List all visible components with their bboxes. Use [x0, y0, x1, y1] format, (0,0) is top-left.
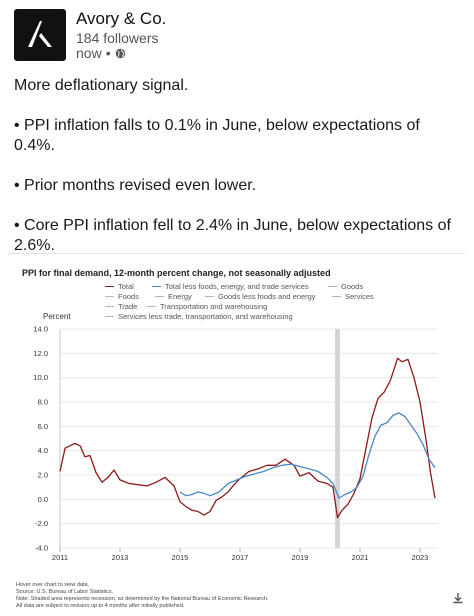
y-tick-label: 8.0: [38, 398, 48, 407]
series: [59, 357, 436, 519]
y-ticks: 14.0 12.0 10.0 8.0 6.0 4.0 2.0 0.0 -2.0 -4.0: [33, 325, 48, 553]
series-line: [59, 357, 436, 519]
legend-label: Goods: [341, 282, 364, 291]
recession-band: [335, 329, 340, 548]
legend-swatch: [328, 285, 337, 288]
logo-mark-icon: [28, 21, 52, 47]
legend-label: Transportation and warehousing: [160, 302, 268, 311]
post-header: Avory & Co. 184 followers now •: [0, 0, 474, 70]
legend-swatch: [105, 285, 114, 288]
meta-separator: •: [105, 45, 111, 61]
post-meta: now •: [76, 45, 126, 61]
ppi-line-chart[interactable]: 14.0 12.0 10.0 8.0 6.0 4.0 2.0 0.0 -2.0 -4.0 2011…: [8, 254, 466, 579]
x-ticks: 2011 2013 2015 2017 2019 2021 2023: [52, 548, 428, 562]
legend-item[interactable]: Services: [332, 292, 374, 301]
y-tick-label: -2.0: [35, 519, 48, 528]
y-tick-label: 6.0: [38, 422, 48, 431]
grid: [59, 328, 438, 549]
recession-shading: [335, 329, 340, 548]
legend-swatch: [205, 295, 214, 298]
x-tick-label: 2013: [112, 553, 129, 562]
x-tick-label: 2015: [172, 553, 189, 562]
legend-swatch: [105, 295, 114, 298]
y-tick-label: -4.0: [35, 544, 48, 553]
legend-label: Goods less foods and energy: [218, 292, 316, 301]
x-tick-label: 2019: [292, 553, 309, 562]
legend-swatch: [152, 285, 161, 288]
legend-item[interactable]: Goods less foods and energy: [205, 292, 316, 301]
legend-item[interactable]: Transportation and warehousing: [147, 302, 267, 311]
legend-label: Services less trade, transportation, and…: [118, 312, 293, 321]
footer-line: Note: Shaded area represents recession, …: [16, 596, 269, 602]
follower-count: 184 followers: [76, 30, 159, 46]
legend-swatch: [155, 295, 164, 298]
legend-label: Total less foods, energy, and trade serv…: [165, 282, 309, 291]
legend-item[interactable]: Trade: [105, 302, 137, 311]
y-tick-label: 14.0: [33, 325, 48, 334]
legend-swatch: [105, 315, 114, 318]
download-arrow-icon: [453, 593, 463, 604]
y-tick-label: 0.0: [38, 495, 48, 504]
download-icon[interactable]: [452, 592, 464, 607]
x-tick-label: 2021: [352, 553, 369, 562]
y-tick-label: 10.0: [33, 373, 48, 382]
company-name[interactable]: Avory & Co.: [76, 9, 167, 28]
post-bullet: • PPI inflation falls to 0.1% in June, b…: [14, 117, 420, 154]
x-tick-label: 2011: [52, 553, 68, 562]
legend-item[interactable]: Goods: [328, 282, 363, 291]
post-intro: More deflationary signal.: [14, 77, 189, 94]
legend-label: Foods: [118, 292, 139, 301]
company-logo[interactable]: [14, 9, 66, 61]
legend-swatch: [332, 295, 341, 298]
chart-card[interactable]: PPI for final demand, 12-month percent c…: [8, 253, 466, 616]
post-body: More deflationary signal. • PPI inflatio…: [14, 76, 464, 256]
legend-label: Trade: [118, 302, 138, 311]
globe-icon: [115, 48, 125, 58]
footer-line: All data are subject to revision up to 4…: [16, 603, 185, 609]
series-line: [179, 412, 436, 499]
legend-item[interactable]: Energy: [155, 292, 192, 301]
x-tick-label: 2023: [412, 553, 429, 562]
chart-legend: Total Total less foods, energy, and trad…: [8, 282, 466, 326]
y-axis-label: Percent: [43, 312, 71, 321]
post-bullet: • Core PPI inflation fell to 2.4% in Jun…: [14, 217, 451, 254]
post-bullet: • Prior months revised even lower.: [14, 177, 257, 194]
legend-item[interactable]: Foods: [105, 292, 139, 301]
y-tick-label: 4.0: [38, 446, 48, 455]
legend-swatch: [147, 305, 156, 308]
footer-line: Hover over chart to view data.: [16, 582, 90, 588]
legend-label: Energy: [168, 292, 192, 301]
y-tick-label: 2.0: [38, 471, 48, 480]
chart-footer: Hover over chart to view data. Source: U…: [16, 582, 269, 610]
legend-swatch: [105, 305, 114, 308]
legend-item[interactable]: Services less trade, transportation, and…: [105, 312, 293, 321]
footer-line: Source: U.S. Bureau of Labor Statistics.: [16, 589, 114, 595]
post-time: now: [76, 45, 102, 61]
legend-item[interactable]: Total: [105, 282, 134, 291]
legend-label: Services: [345, 292, 374, 301]
x-tick-label: 2017: [232, 553, 249, 562]
y-tick-label: 12.0: [33, 349, 48, 358]
chart-title: PPI for final demand, 12-month percent c…: [22, 268, 331, 278]
legend-item[interactable]: Total less foods, energy, and trade serv…: [152, 282, 309, 291]
legend-label: Total: [118, 282, 134, 291]
